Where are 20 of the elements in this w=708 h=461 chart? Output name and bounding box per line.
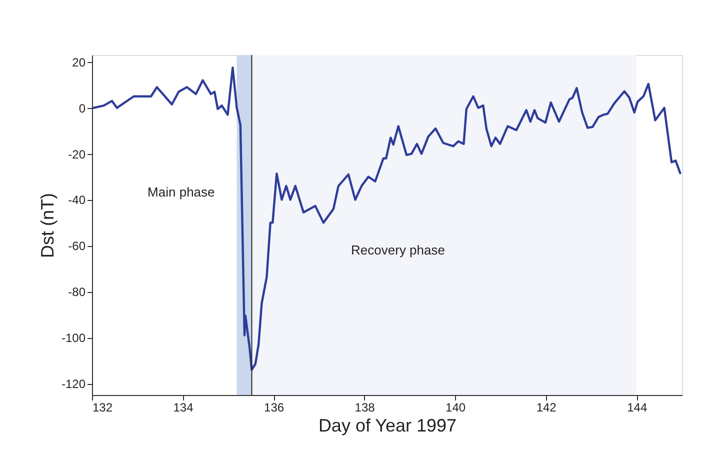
y-tick-label: -120 bbox=[61, 377, 86, 392]
x-tick-label: 132 bbox=[92, 400, 113, 414]
y-tick-label: -60 bbox=[68, 239, 86, 254]
x-axis-title: Day of Year 1997 bbox=[318, 416, 457, 436]
y-tick-label: -20 bbox=[68, 147, 86, 162]
x-tick-label: 140 bbox=[446, 400, 466, 414]
band-label: Main phase bbox=[148, 184, 215, 200]
y-tick-label: -40 bbox=[68, 193, 86, 208]
x-tick-label: 136 bbox=[264, 400, 284, 414]
y-tick-label: 20 bbox=[72, 55, 86, 70]
y-tick-label: 0 bbox=[78, 101, 86, 116]
x-tick-label: 142 bbox=[536, 400, 557, 414]
x-tick-label: 134 bbox=[173, 400, 194, 414]
band-label: Recovery phase bbox=[351, 242, 445, 258]
y-tick-label: -100 bbox=[61, 331, 86, 346]
y-tick-label: -80 bbox=[68, 285, 86, 300]
x-tick-label: 138 bbox=[354, 400, 376, 414]
line-series bbox=[92, 66, 682, 371]
y-axis-title: Dst (nT) bbox=[37, 193, 58, 258]
x-tick-label: 144 bbox=[627, 400, 648, 414]
